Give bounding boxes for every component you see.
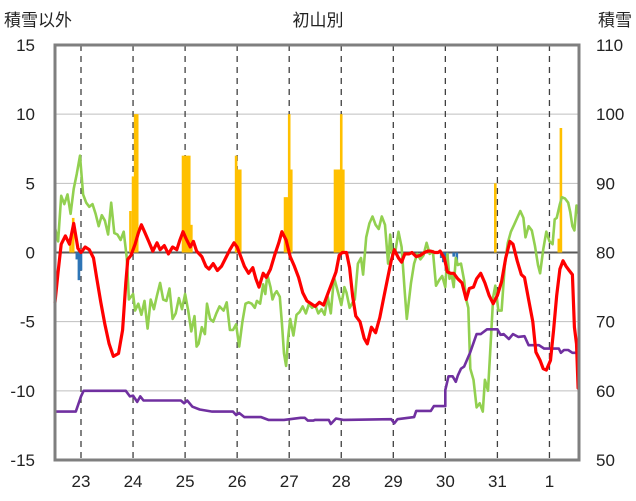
positive-bar [234, 155, 238, 253]
positive-bar [333, 169, 337, 253]
right-tick-label: 90 [596, 174, 615, 193]
x-tick-label: 1 [545, 472, 554, 491]
positive-bar [337, 169, 341, 253]
right-axis-label: 積雪 [598, 11, 632, 31]
left-tick-label: -15 [10, 451, 35, 470]
positive-bar [187, 155, 191, 253]
positive-bar [185, 155, 189, 253]
x-tick-label: 25 [176, 472, 195, 491]
plot-border [53, 43, 581, 462]
x-tick-label: 30 [436, 472, 455, 491]
positive-bar [183, 155, 187, 253]
positive-bar [494, 183, 497, 253]
right-tick-label: 100 [596, 105, 624, 124]
negative-bar [79, 252, 83, 271]
left-tick-label: 0 [26, 244, 35, 263]
positive-bar [339, 114, 343, 253]
left-axis-label: 積雪以外 [4, 11, 72, 31]
left-tick-label: 5 [26, 174, 35, 193]
negative-bar [452, 252, 455, 257]
right-tick-label: 80 [596, 244, 615, 263]
red-series-line [53, 221, 580, 390]
right-tick-label: 110 [596, 36, 623, 55]
positive-bar [285, 197, 289, 253]
plot-frame [53, 43, 581, 462]
x-tick-label: 31 [488, 472, 507, 491]
positive-bar [71, 217, 75, 253]
gridlines [55, 45, 579, 460]
bar-series [69, 114, 563, 281]
left-tick-label: 15 [16, 36, 35, 55]
positive-bar [236, 169, 240, 253]
positive-bar [557, 238, 561, 253]
positive-bar [342, 169, 345, 253]
negative-bar [77, 252, 81, 281]
positive-bar [190, 224, 193, 253]
positive-bar [69, 241, 72, 253]
positive-bar [238, 169, 242, 253]
right-tick-label: 50 [596, 451, 615, 470]
positive-bar [283, 197, 287, 253]
x-tick-label: 29 [384, 472, 403, 491]
negative-bar [75, 252, 79, 260]
right-tick-label: 60 [596, 382, 615, 401]
positive-bar [133, 114, 137, 253]
purple-series-line [53, 327, 580, 426]
x-tick-label: 28 [332, 472, 351, 491]
chart-title: 初山別 [293, 11, 344, 31]
line-series [53, 154, 581, 426]
positive-bar [335, 169, 339, 253]
positive-bar [559, 128, 563, 253]
x-tick-label: 27 [280, 472, 299, 491]
positive-bar [181, 155, 185, 253]
right-tick-label: 70 [596, 313, 615, 332]
positive-bar [129, 211, 132, 253]
positive-bar [135, 114, 139, 253]
left-tick-label: -10 [10, 382, 35, 401]
positive-bar [131, 176, 135, 253]
x-tick-label: 26 [228, 472, 247, 491]
left-tick-label: 10 [16, 105, 35, 124]
positive-bar [289, 169, 293, 253]
positive-bar [287, 114, 291, 253]
x-tick-label: 24 [124, 472, 143, 491]
left-tick-label: -5 [20, 313, 35, 332]
x-tick-label: 23 [72, 472, 91, 491]
